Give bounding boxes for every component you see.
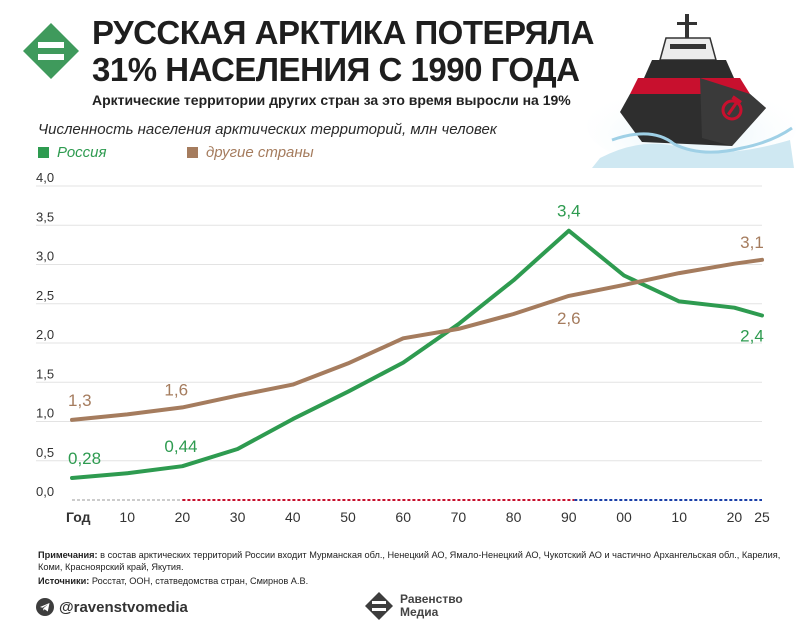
series-line-russia — [70, 228, 764, 480]
data-label-others: 1,6 — [164, 380, 188, 399]
brand-line-1: Равенство — [400, 592, 463, 606]
series-line-others — [70, 257, 764, 422]
brand-logo: Равенство Медиа — [364, 591, 463, 621]
y-tick-label: 1,0 — [36, 406, 54, 421]
x-tick-label: 30 — [230, 509, 246, 525]
legend-swatch-others — [187, 147, 198, 158]
ravenstvo-logo-icon — [365, 592, 393, 620]
x-tick-label: 20 — [175, 509, 191, 525]
telegram-icon — [36, 598, 54, 616]
x-tick-label: 10 — [671, 509, 687, 525]
x-tick-label: 00 — [616, 509, 632, 525]
data-label-others: 1,3 — [68, 391, 92, 410]
y-tick-label: 2,0 — [36, 327, 54, 342]
x-tick-label: 50 — [340, 509, 356, 525]
x-tick-label: 40 — [285, 509, 301, 525]
notes-text: в состав арктических территорий России в… — [38, 550, 781, 572]
title-line-2: 31% НАСЕЛЕНИЯ С 1990 ГОДА — [92, 51, 580, 88]
x-tick-label: 90 — [561, 509, 577, 525]
x-tick-label: Год — [66, 509, 91, 525]
chart-title: Численность населения арктических террит… — [38, 121, 497, 138]
y-tick-label: 3,5 — [36, 209, 54, 224]
series-lines — [70, 228, 764, 480]
x-tick-label: 80 — [506, 509, 522, 525]
x-axis: Год 10 20 30 40 50 60 70 80 90 00 10 20 25 — [66, 509, 770, 525]
sources: Источники: Росстат, ООН, статведомства с… — [38, 576, 308, 586]
sources-text: Росстат, ООН, статведомства стран, Смирн… — [89, 576, 309, 586]
sources-label: Источники: — [38, 576, 90, 586]
y-tick-label: 2,5 — [36, 288, 54, 303]
data-label-russia: 0,28 — [68, 449, 101, 468]
legend-swatch-russia — [38, 147, 49, 158]
x-tick-label: 20 — [727, 509, 743, 525]
page-title: РУССКАЯ АРКТИКА ПОТЕРЯЛА 31% НАСЕЛЕНИЯ С… — [92, 14, 594, 88]
legend-label-others: другие страны — [206, 144, 314, 161]
x-tick-label: 25 — [754, 509, 770, 525]
equals-logo-icon — [23, 23, 79, 79]
y-tick-label: 0,0 — [36, 484, 54, 499]
data-labels: 0,28 0,44 3,4 2,4 1,3 1,6 2,6 3,1 — [68, 202, 764, 468]
x-tick-label: 10 — [119, 509, 135, 525]
data-label-others: 2,6 — [557, 309, 581, 328]
data-label-russia: 2,4 — [740, 327, 764, 346]
telegram-link[interactable]: @ravenstvomedia — [36, 598, 188, 616]
y-axis: 0,0 0,5 1,0 1,5 2,0 2,5 3,0 3,5 4,0 — [36, 170, 54, 499]
grid-lines — [36, 185, 762, 462]
y-tick-label: 4,0 — [36, 170, 54, 185]
data-label-others: 3,1 — [740, 233, 764, 252]
legend-item-others: другие страны — [187, 144, 314, 161]
data-label-russia: 3,4 — [557, 202, 581, 221]
x-tick-label: 60 — [395, 509, 411, 525]
legend-label-russia: Россия — [57, 144, 107, 161]
notes: Примечания: в состав арктических террито… — [38, 549, 788, 573]
legend-item-russia: Россия — [38, 144, 107, 161]
data-label-russia: 0,44 — [164, 437, 197, 456]
x-tick-label: 70 — [451, 509, 467, 525]
y-tick-label: 0,5 — [36, 445, 54, 460]
population-line-chart: 0,0 0,5 1,0 1,5 2,0 2,5 3,0 3,5 4,0 Год 10 20 30 40 5… — [36, 170, 770, 525]
subtitle: Арктические территории других стран за э… — [92, 92, 571, 108]
brand-line-2: Медиа — [400, 605, 439, 619]
icebreaker-ship-icon — [587, 14, 796, 168]
telegram-handle: @ravenstvomedia — [59, 598, 188, 616]
y-tick-label: 1,5 — [36, 366, 54, 381]
title-line-1: РУССКАЯ АРКТИКА ПОТЕРЯЛА — [92, 14, 594, 51]
y-tick-label: 3,0 — [36, 249, 54, 264]
notes-label: Примечания: — [38, 550, 98, 560]
